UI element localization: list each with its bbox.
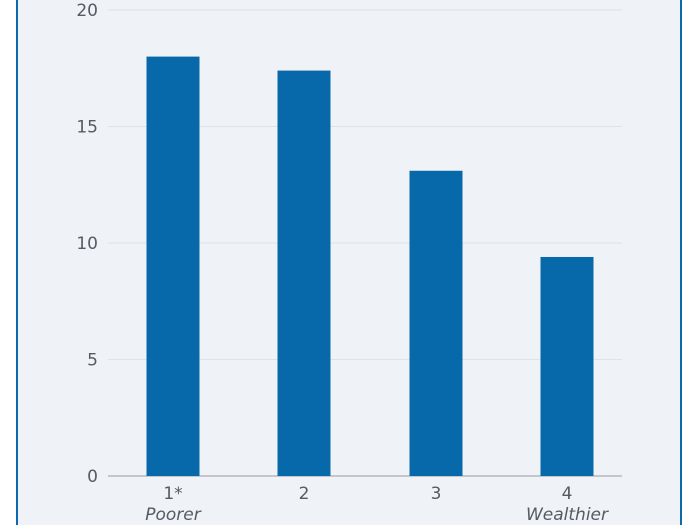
x-tick-label: 3 [431,484,442,504]
x-tick-sublabel: Wealthier [526,505,609,525]
y-tick-label: 15 [76,118,98,138]
x-tick-label: 4 [562,484,573,504]
x-tick-label: 1* [163,484,182,504]
y-tick-label: 10 [76,234,98,254]
x-tick-sublabel: Poorer [145,505,202,525]
bar-3 [409,170,463,476]
y-tick-label: 0 [87,467,98,487]
x-tick-label: 2 [299,484,310,504]
bar-2 [277,70,331,476]
bar-1 [146,56,200,476]
bar-4 [540,256,594,476]
y-tick-label: 5 [87,351,98,371]
y-tick-label: 20 [76,1,98,21]
